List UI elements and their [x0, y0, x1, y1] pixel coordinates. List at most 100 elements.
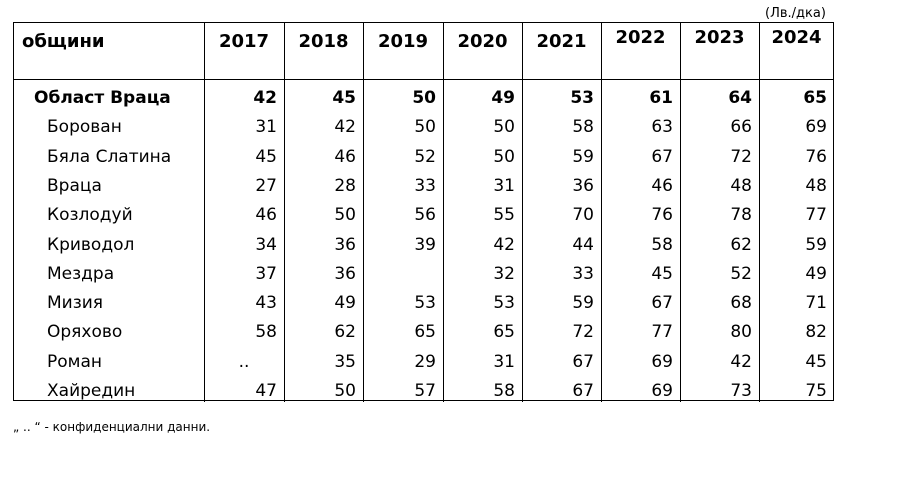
municipality-name: Козлодуй — [47, 205, 133, 225]
value-cell: 65 — [493, 322, 515, 342]
municipality-name: Мездра — [47, 264, 115, 284]
body-column-divider — [601, 79, 602, 402]
value-cell: 56 — [414, 205, 436, 225]
value-cell: 46 — [255, 205, 277, 225]
body-column-divider — [284, 79, 285, 402]
municipality-name: Оряхово — [47, 322, 123, 342]
value-cell: 45 — [332, 88, 356, 108]
value-cell: 70 — [572, 205, 594, 225]
value-cell: 37 — [255, 264, 277, 284]
value-cell: 71 — [805, 293, 827, 313]
municipality-name: Хайредин — [47, 381, 136, 401]
value-cell: 52 — [414, 147, 436, 167]
column-header-year: 2019 — [377, 31, 429, 52]
value-cell: 58 — [651, 235, 673, 255]
value-cell: 59 — [572, 147, 594, 167]
header-column-divider — [363, 23, 364, 79]
municipality-name: Бяла Слатина — [47, 147, 172, 167]
header-column-divider — [680, 23, 681, 79]
header-column-divider — [759, 23, 760, 79]
value-cell: 72 — [730, 147, 752, 167]
value-cell: 82 — [805, 322, 827, 342]
value-cell: 29 — [414, 352, 436, 372]
table-row: Мизия 43 49 53 53 59 67 68 71 — [14, 289, 833, 318]
value-cell: 58 — [493, 381, 515, 401]
value-cell: 59 — [805, 235, 827, 255]
value-cell: 69 — [805, 117, 827, 137]
value-cell: 66 — [730, 117, 752, 137]
value-cell: 65 — [803, 88, 827, 108]
value-cell: 78 — [730, 205, 752, 225]
unit-label: (Лв./дка) — [765, 6, 826, 21]
value-cell: 47 — [255, 381, 277, 401]
value-cell: 39 — [414, 235, 436, 255]
value-cell: 34 — [255, 235, 277, 255]
data-table: общини Област Враца 42 45 50 49 53 61 64 65 Боров… — [13, 22, 834, 402]
value-cell: 77 — [805, 205, 827, 225]
value-cell: .. — [238, 352, 250, 372]
value-cell: 53 — [570, 88, 594, 108]
value-cell: 53 — [414, 293, 436, 313]
value-cell: 72 — [572, 322, 594, 342]
value-cell: 73 — [730, 381, 752, 401]
column-header-year: 2018 — [298, 31, 349, 52]
value-cell: 31 — [493, 352, 515, 372]
municipality-name: Мизия — [47, 293, 104, 313]
value-cell: 33 — [572, 264, 594, 284]
value-cell: 55 — [493, 205, 515, 225]
value-cell: 67 — [572, 352, 594, 372]
value-cell: 49 — [491, 88, 515, 108]
value-cell: 45 — [255, 147, 277, 167]
header-column-divider — [601, 23, 602, 79]
header-column-divider — [522, 23, 523, 79]
value-cell: 42 — [730, 352, 752, 372]
value-cell: 43 — [255, 293, 277, 313]
column-header-year: 2022 — [615, 27, 666, 48]
value-cell: 42 — [253, 88, 277, 108]
value-cell: 48 — [805, 176, 827, 196]
column-header-year: 2020 — [457, 31, 508, 52]
body-column-divider — [759, 79, 760, 402]
table-row: Криводол 34 36 39 42 44 58 62 59 — [14, 231, 833, 260]
value-cell: 69 — [651, 352, 673, 372]
value-cell: 49 — [805, 264, 827, 284]
value-cell: 50 — [334, 381, 356, 401]
value-cell: 31 — [493, 176, 515, 196]
value-cell: 42 — [334, 117, 356, 137]
value-cell: 42 — [493, 235, 515, 255]
value-cell: 80 — [730, 322, 752, 342]
value-cell: 50 — [412, 88, 436, 108]
column-header-year: 2021 — [536, 31, 587, 52]
value-cell: 67 — [651, 293, 673, 313]
header-column-divider — [443, 23, 444, 79]
body-column-divider — [363, 79, 364, 402]
table-row: Оряхово 58 62 65 65 72 77 80 82 — [14, 318, 833, 347]
value-cell: 50 — [334, 205, 356, 225]
body-column-divider — [443, 79, 444, 402]
value-cell: 53 — [493, 293, 515, 313]
value-cell: 76 — [805, 147, 827, 167]
value-cell: 49 — [334, 293, 356, 313]
value-cell: 63 — [651, 117, 673, 137]
value-cell: 33 — [414, 176, 436, 196]
table-row: Мездра 37 36 32 33 45 52 49 — [14, 260, 833, 289]
value-cell: 69 — [651, 381, 673, 401]
value-cell: 62 — [334, 322, 356, 342]
value-cell: 45 — [805, 352, 827, 372]
value-cell: 58 — [255, 322, 277, 342]
municipality-name: Борован — [47, 117, 122, 137]
table-row: Козлодуй 46 50 56 55 70 76 78 77 — [14, 201, 833, 230]
value-cell: 48 — [730, 176, 752, 196]
table-row: Враца 27 28 33 31 36 46 48 48 — [14, 172, 833, 201]
value-cell: 68 — [730, 293, 752, 313]
value-cell: 46 — [651, 176, 673, 196]
value-cell: 64 — [728, 88, 752, 108]
value-cell: 27 — [255, 176, 277, 196]
column-header-year: 2024 — [771, 27, 822, 48]
body-column-divider — [204, 79, 205, 402]
value-cell — [363, 260, 436, 289]
table-row: Борован 31 42 50 50 58 63 66 69 — [14, 113, 833, 142]
value-cell: 44 — [572, 235, 594, 255]
value-cell: 32 — [493, 264, 515, 284]
value-cell: 76 — [651, 205, 673, 225]
